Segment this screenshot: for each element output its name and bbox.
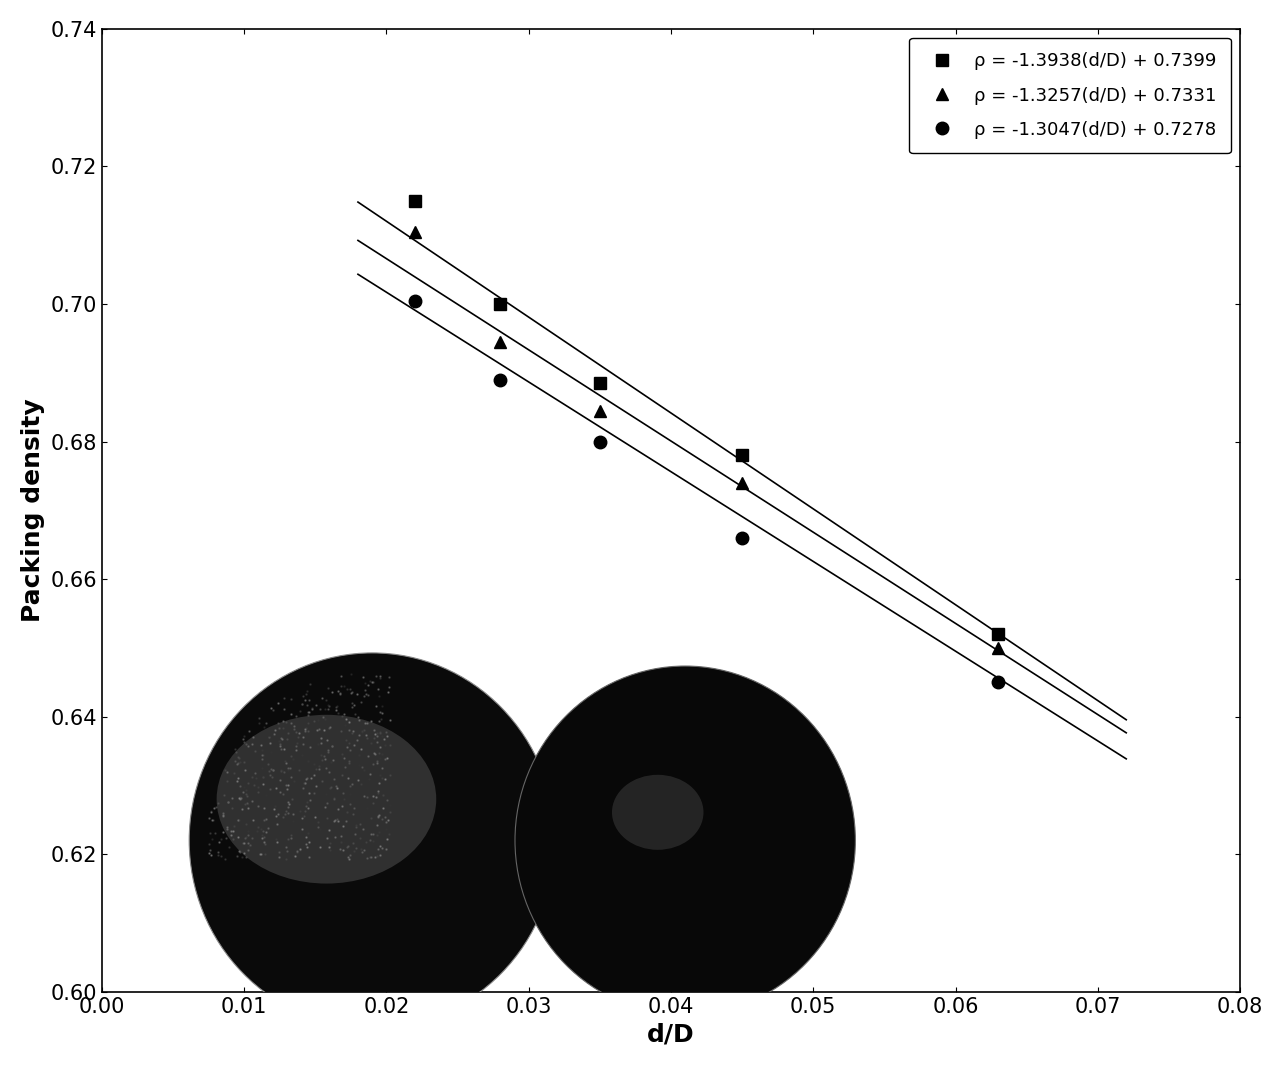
- Legend: ρ = -1.3938(d/D) + 0.7399, ρ = -1.3257(d/D) + 0.7331, ρ = -1.3047(d/D) + 0.7278: ρ = -1.3938(d/D) + 0.7399, ρ = -1.3257(d…: [909, 37, 1231, 154]
- Ellipse shape: [612, 775, 704, 849]
- Ellipse shape: [515, 666, 855, 1015]
- Y-axis label: Packing density: Packing density: [21, 398, 45, 622]
- X-axis label: d/D: d/D: [647, 1022, 695, 1046]
- Ellipse shape: [217, 715, 437, 883]
- Ellipse shape: [189, 653, 555, 1028]
